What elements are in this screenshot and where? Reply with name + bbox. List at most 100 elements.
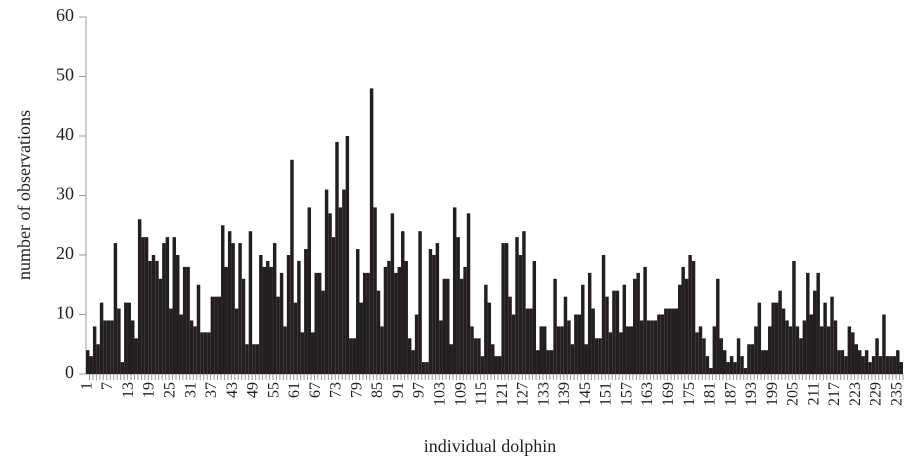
bar xyxy=(819,326,824,374)
bar xyxy=(587,272,592,374)
bar xyxy=(452,207,457,374)
bar xyxy=(484,284,488,374)
bar xyxy=(231,243,235,374)
bar xyxy=(162,243,166,374)
bar xyxy=(844,356,848,374)
bar xyxy=(352,338,357,374)
x-tick-label: 145 xyxy=(577,382,594,406)
x-tick-label: 127 xyxy=(515,382,532,406)
bar xyxy=(338,207,343,374)
bar xyxy=(577,314,582,374)
x-tick-label: 103 xyxy=(432,382,449,406)
y-tick-label: 40 xyxy=(56,124,74,144)
bar xyxy=(889,356,893,374)
bar xyxy=(743,368,748,374)
bar xyxy=(238,243,242,374)
bar xyxy=(362,272,367,374)
bar xyxy=(788,326,793,374)
x-tick-label: 199 xyxy=(764,382,781,406)
bar xyxy=(847,326,852,374)
bar xyxy=(581,284,585,374)
x-tick-label: 169 xyxy=(660,382,677,406)
bar xyxy=(421,362,426,374)
bar xyxy=(816,272,820,374)
bar xyxy=(269,266,273,374)
x-tick-label: 67 xyxy=(307,382,324,398)
bar xyxy=(657,314,661,374)
bar xyxy=(404,260,408,374)
bar xyxy=(300,332,305,374)
bar xyxy=(324,189,329,374)
bar xyxy=(124,302,128,374)
bar xyxy=(113,243,118,374)
x-tick-label: 25 xyxy=(161,382,178,398)
bar xyxy=(629,326,633,374)
bar xyxy=(570,344,575,374)
bar xyxy=(747,344,751,374)
bar xyxy=(394,272,398,374)
bar xyxy=(705,356,710,374)
bar xyxy=(826,326,831,374)
bar xyxy=(882,314,886,374)
bar xyxy=(857,350,862,374)
bar xyxy=(729,356,734,374)
bar xyxy=(311,332,315,374)
bar xyxy=(141,237,145,374)
bar xyxy=(349,338,353,374)
bar xyxy=(186,266,190,374)
bar xyxy=(373,207,377,374)
bar xyxy=(601,255,606,374)
bar xyxy=(536,350,540,374)
bar xyxy=(401,231,405,374)
bar xyxy=(757,302,762,374)
bar xyxy=(688,255,692,374)
bar xyxy=(674,308,678,374)
bar xyxy=(871,356,876,374)
y-tick-label: 0 xyxy=(65,362,74,382)
x-tick-label: 49 xyxy=(245,382,262,398)
x-tick-label: 31 xyxy=(182,382,199,398)
bar xyxy=(511,314,516,374)
bar xyxy=(96,344,100,374)
bar xyxy=(172,237,177,374)
bar xyxy=(110,320,114,374)
bar xyxy=(716,278,720,374)
bar xyxy=(92,326,97,374)
bar xyxy=(556,326,561,374)
bar xyxy=(778,290,782,374)
y-tick-label: 20 xyxy=(56,243,74,263)
bar xyxy=(432,255,436,374)
bar xyxy=(646,320,651,374)
bar xyxy=(504,243,509,374)
x-tick-label: 55 xyxy=(265,382,282,398)
bar xyxy=(376,290,381,374)
bar xyxy=(632,278,637,374)
bar xyxy=(221,225,225,374)
bar xyxy=(691,260,696,374)
bar xyxy=(795,326,800,374)
bar xyxy=(740,356,744,374)
bar xyxy=(435,243,440,374)
bar xyxy=(532,260,537,374)
x-tick-label: 151 xyxy=(598,382,615,406)
x-tick-label: 115 xyxy=(473,382,490,405)
bar xyxy=(196,284,201,374)
bar xyxy=(771,302,775,374)
bar xyxy=(702,338,706,374)
x-tick-label: 19 xyxy=(141,382,158,398)
bar xyxy=(414,314,419,374)
bar xyxy=(331,237,336,374)
bar xyxy=(684,278,689,374)
bar xyxy=(106,320,111,374)
x-tick-label: 37 xyxy=(203,382,220,398)
bar xyxy=(636,272,640,374)
bar xyxy=(380,326,384,374)
x-tick-label: 157 xyxy=(618,382,635,406)
bar xyxy=(134,338,138,374)
bar xyxy=(712,326,717,374)
bar xyxy=(626,326,630,374)
bar xyxy=(272,243,277,374)
bar xyxy=(342,189,346,374)
x-tick-label: 73 xyxy=(328,382,345,398)
